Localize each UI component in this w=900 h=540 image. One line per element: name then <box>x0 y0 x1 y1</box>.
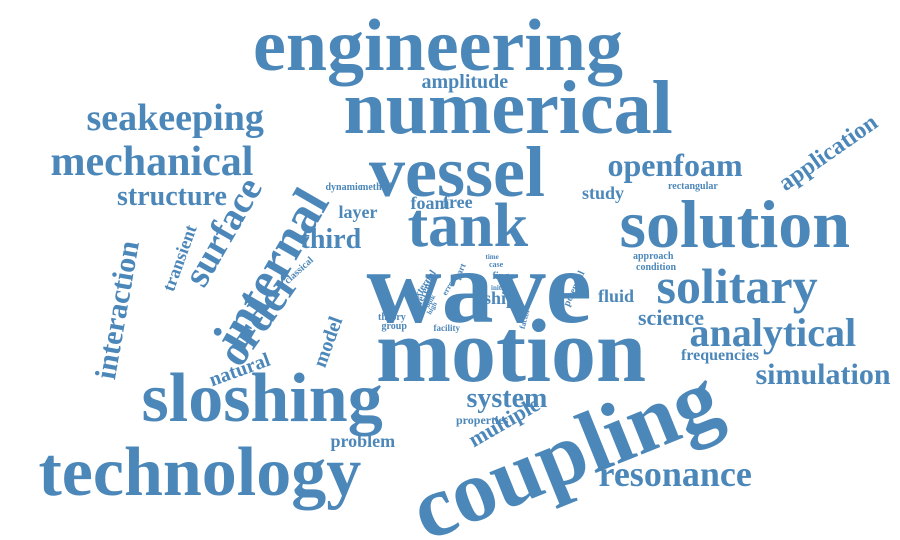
word: dynamic <box>325 182 363 193</box>
word: wave <box>366 230 592 345</box>
word: structure <box>117 181 227 212</box>
word: seakeeping <box>86 97 264 139</box>
word: layer <box>338 202 378 222</box>
word: mechanical <box>50 139 254 185</box>
word: openfoam <box>607 147 743 183</box>
word: group <box>381 321 407 332</box>
word: free <box>443 192 473 212</box>
word: third <box>300 224 362 255</box>
word: method <box>360 182 393 193</box>
word: case <box>489 260 504 269</box>
word: fluid <box>598 286 635 306</box>
word: science <box>638 305 704 330</box>
word: tank <box>407 192 529 260</box>
word: analytical <box>689 310 857 355</box>
word: motion <box>376 302 646 401</box>
word: approach <box>633 251 674 262</box>
word: frequencies <box>681 347 759 364</box>
word: application <box>773 109 883 197</box>
word: problem <box>330 431 396 451</box>
word: solution <box>619 186 851 262</box>
word: ship <box>484 288 517 308</box>
word: numerical <box>343 66 673 150</box>
word: amplitude <box>421 71 509 93</box>
word: condition <box>636 262 677 273</box>
word: technology <box>38 434 362 511</box>
word: resonance <box>598 454 752 494</box>
word: simulation <box>755 358 891 391</box>
word: foam <box>410 193 450 213</box>
word: study <box>582 183 625 203</box>
word: vessel <box>369 132 545 212</box>
word: facility <box>433 322 461 333</box>
word: rectangular <box>668 181 718 192</box>
word: fing <box>492 271 510 282</box>
word: sloshing <box>141 360 383 437</box>
word: interaction <box>89 238 146 382</box>
word: system <box>466 383 548 414</box>
word: initial <box>491 283 509 292</box>
word: theory <box>378 312 406 323</box>
word: properties <box>456 413 509 427</box>
word: engineering <box>253 5 623 87</box>
word: solitary <box>656 258 818 314</box>
word: time <box>485 252 499 261</box>
